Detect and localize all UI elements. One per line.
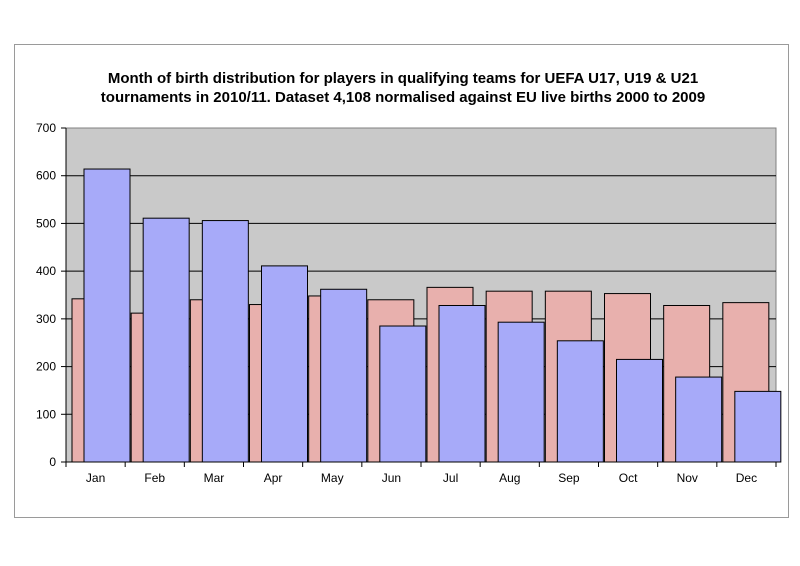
y-tick-label-700: 700 xyxy=(36,121,56,135)
y-tick-label-600: 600 xyxy=(36,169,56,183)
y-tick-label-100: 100 xyxy=(36,407,56,421)
y-tick-label-0: 0 xyxy=(49,455,56,469)
y-tick-label-500: 500 xyxy=(36,216,56,230)
x-tick-label-jan: Jan xyxy=(86,471,105,485)
bar-players-apr xyxy=(262,266,308,462)
y-tick-label-300: 300 xyxy=(36,312,56,326)
bar-players-may xyxy=(321,289,367,462)
bar-players-mar xyxy=(202,221,248,462)
x-tick-label-aug: Aug xyxy=(499,471,520,485)
chart-title-line-2: tournaments in 2010/11. Dataset 4,108 no… xyxy=(101,89,705,106)
x-tick-label-dec: Dec xyxy=(736,471,757,485)
x-tick-label-sep: Sep xyxy=(558,471,580,485)
bar-players-jan xyxy=(84,169,130,462)
x-tick-label-apr: Apr xyxy=(264,471,283,485)
bar-players-sep xyxy=(557,341,603,462)
x-tick-label-jun: Jun xyxy=(382,471,401,485)
plot-area: 0 100 200 300 400 500 600 700 Jan Feb Mar Apr May Jun… xyxy=(36,121,781,485)
bar-players-jun xyxy=(380,326,426,462)
bar-players-jul xyxy=(439,305,485,462)
chart-title-line-1: Month of birth distribution for players … xyxy=(108,70,698,87)
bar-players-nov xyxy=(676,377,722,462)
x-tick-label-may: May xyxy=(321,471,344,485)
bar-chart: Month of birth distribution for players … xyxy=(0,0,800,566)
y-tick-label-200: 200 xyxy=(36,360,56,374)
bar-players-oct xyxy=(617,359,663,462)
x-tick-label-nov: Nov xyxy=(677,471,698,485)
x-tick-label-jul: Jul xyxy=(443,471,458,485)
x-tick-label-mar: Mar xyxy=(204,471,225,485)
y-tick-label-400: 400 xyxy=(36,264,56,278)
x-tick-label-oct: Oct xyxy=(619,471,638,485)
bar-players-feb xyxy=(143,218,189,462)
x-tick-label-feb: Feb xyxy=(144,471,165,485)
bar-players-aug xyxy=(498,322,544,462)
bar-players-dec xyxy=(735,391,781,462)
